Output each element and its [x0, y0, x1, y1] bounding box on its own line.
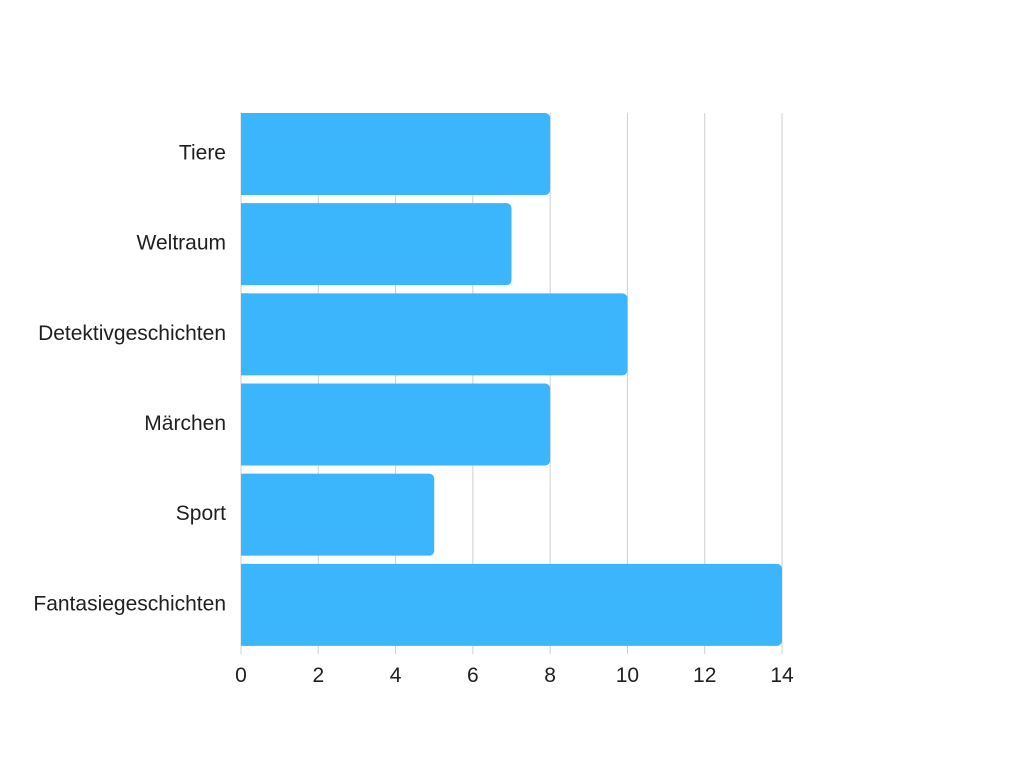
bar-base-2	[241, 293, 249, 376]
x-tick-label-0: 0	[235, 664, 247, 687]
category-label-3: Märchen	[144, 412, 226, 435]
bar-base-5	[241, 563, 249, 646]
category-label-4: Sport	[176, 502, 226, 525]
category-label-0: Tiere	[179, 142, 226, 165]
bar-4	[241, 473, 435, 556]
x-tick-label-2: 4	[390, 664, 402, 687]
bar-base-1	[241, 203, 249, 286]
bar-3	[241, 383, 551, 466]
category-label-2: Detektivgeschichten	[38, 322, 226, 345]
bars	[241, 113, 782, 646]
x-tick-label-3: 6	[467, 664, 479, 687]
bar-1	[241, 203, 512, 286]
bar-2	[241, 293, 628, 376]
x-tick-label-1: 2	[312, 664, 324, 687]
x-tick-label-6: 12	[693, 664, 716, 687]
x-tick-label-7: 14	[770, 664, 794, 687]
category-label-1: Weltraum	[137, 232, 226, 255]
bar-5	[241, 563, 782, 646]
bar-base-3	[241, 383, 249, 466]
bar-0	[241, 113, 551, 195]
bar-base-4	[241, 473, 249, 556]
category-label-5: Fantasiegeschichten	[33, 592, 226, 615]
x-tick-label-4: 8	[544, 664, 556, 687]
x-tick-label-5: 10	[616, 664, 639, 687]
bar-base-0	[241, 113, 249, 195]
x-axis-ticks: 0 2 4 6 8 10 12 14	[235, 664, 794, 687]
category-labels: Tiere Weltraum Detektivgeschichten Märchen S…	[33, 142, 226, 616]
